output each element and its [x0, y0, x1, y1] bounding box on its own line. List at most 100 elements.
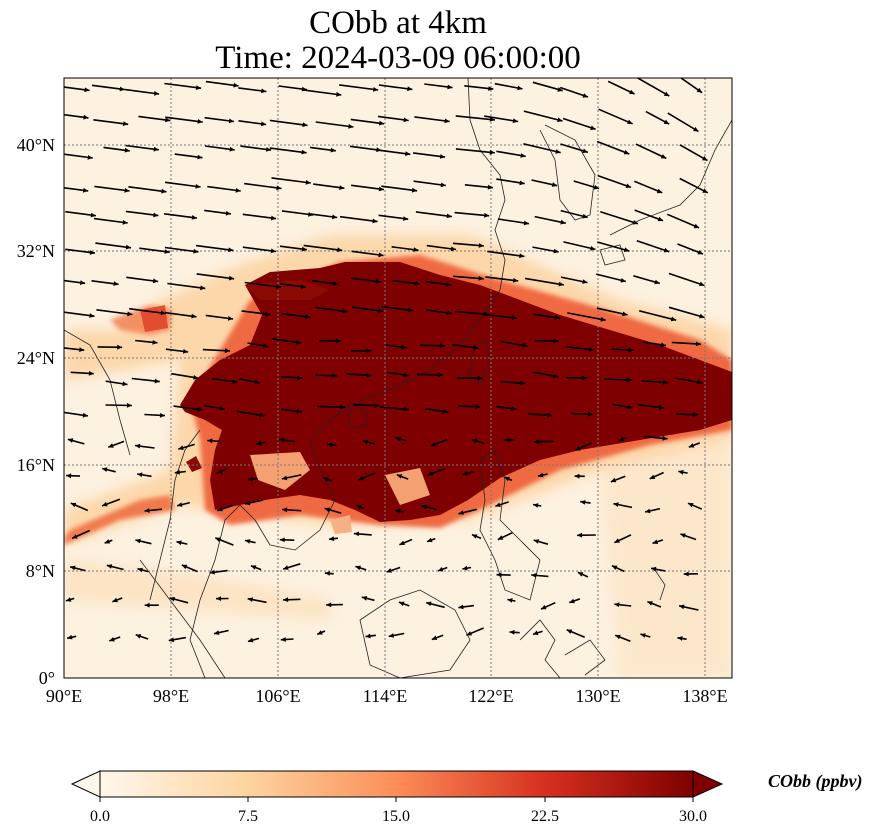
- wind-arrow-shaft: [637, 78, 670, 97]
- wind-arrow-shaft: [164, 82, 202, 89]
- wind-arrow-head: [106, 564, 113, 569]
- plume-gap: [385, 468, 430, 505]
- wind-arrow-head: [679, 604, 685, 610]
- wind-arrow-head: [692, 412, 698, 417]
- wind-arrow-head: [519, 180, 525, 186]
- wind-arrow-shaft: [452, 242, 484, 247]
- wind-arrow-head: [119, 86, 125, 92]
- colorbar: 0.0 7.5 15.0 22.5 30.0 CObb (ppbv): [70, 770, 862, 825]
- x-tick-label: 130°E: [575, 686, 620, 706]
- colorbar-tick-label: 15.0: [382, 808, 410, 825]
- wind-arrow-head: [125, 244, 131, 250]
- wind-arrow-head: [557, 117, 563, 123]
- wind-arrow-head: [534, 439, 540, 445]
- y-tick-label: 32°N: [17, 241, 55, 261]
- wind-arrow-shaft: [242, 246, 277, 253]
- wind-arrow-shaft: [207, 185, 241, 192]
- wind-arrow-head: [632, 220, 638, 225]
- wind-arrow-head: [82, 412, 88, 418]
- wind-arrow-head: [487, 184, 493, 190]
- wind-arrow-head: [256, 440, 262, 446]
- wind-arrow-head: [152, 278, 159, 284]
- wind-arrow-head: [407, 307, 413, 313]
- wind-arrow-head: [209, 569, 215, 575]
- wind-arrow-head: [193, 248, 199, 254]
- wind-arrow-head: [79, 347, 85, 352]
- wind-arrow-head: [663, 119, 670, 125]
- wind-arrow-head: [541, 604, 547, 610]
- wind-arrow-head: [270, 215, 277, 221]
- wind-arrow-head: [197, 119, 203, 124]
- wind-arrow-head: [488, 86, 494, 91]
- wind-arrow-head: [660, 154, 667, 159]
- wind-arrow-head: [332, 214, 338, 220]
- wind-arrow-head: [301, 246, 307, 252]
- wind-arrow-head: [233, 82, 239, 88]
- wind-arrow-head: [582, 148, 588, 154]
- wind-arrow-head: [89, 313, 95, 318]
- wind-arrow-head: [117, 344, 123, 350]
- wind-arrow-shaft: [668, 306, 705, 319]
- wind-arrow-head: [697, 250, 703, 255]
- wind-arrow-shaft: [351, 250, 384, 257]
- wind-arrow-shaft: [497, 218, 530, 225]
- wind-arrow-shaft: [380, 305, 414, 312]
- wind-arrow-head: [356, 505, 362, 510]
- wind-arrow-head: [553, 248, 559, 254]
- wind-arrow-head: [228, 118, 234, 124]
- wind-arrow-head: [652, 539, 658, 545]
- wind-arrow-head: [102, 467, 108, 472]
- wind-arrow-head: [458, 510, 464, 515]
- wind-arrow-head: [83, 114, 89, 120]
- wind-arrow-shaft: [596, 273, 627, 283]
- wind-arrow-head: [475, 404, 480, 409]
- wind-arrow-head: [580, 500, 586, 505]
- map-title-line2: Time: 2024-03-09 06:00:00: [215, 40, 581, 76]
- wind-arrow-head: [200, 285, 206, 291]
- wind-arrow-shaft: [125, 144, 159, 151]
- wind-arrow-shaft: [633, 180, 663, 194]
- wind-arrow-head: [262, 343, 269, 348]
- wind-arrow-shaft: [413, 180, 447, 187]
- wind-arrow-shaft: [167, 282, 206, 290]
- wind-arrow-head: [569, 598, 575, 604]
- wind-arrow-head: [195, 184, 201, 189]
- wind-arrow-shaft: [124, 88, 160, 95]
- wind-arrow-head: [688, 443, 695, 448]
- wind-arrow-shaft: [244, 281, 282, 288]
- y-tick-label: 8°N: [26, 561, 55, 581]
- wind-arrow-head: [538, 472, 544, 478]
- wind-arrow-shaft: [204, 145, 235, 151]
- x-tick-label: 106°E: [255, 686, 300, 706]
- wind-arrow-head: [660, 342, 666, 348]
- wind-arrow-head: [551, 182, 558, 187]
- wind-arrow-shaft: [139, 247, 170, 253]
- wind-arrow-head: [520, 153, 526, 158]
- wind-arrow-shaft: [91, 84, 125, 91]
- wind-arrow-head: [135, 634, 142, 639]
- wind-arrow-head: [622, 311, 628, 317]
- wind-arrow-head: [512, 277, 519, 283]
- wind-arrow-shaft: [95, 242, 132, 249]
- wind-arrow-shaft: [65, 210, 97, 217]
- map-frame: [63, 77, 733, 679]
- wind-arrow-head: [79, 280, 86, 285]
- wind-arrow-head: [324, 571, 331, 576]
- wind-arrow-head: [104, 539, 111, 544]
- wind-arrow-head: [154, 378, 160, 384]
- wind-arrow-shaft: [315, 306, 348, 313]
- wind-arrow-head: [558, 281, 564, 287]
- wind-arrow-head: [520, 380, 526, 386]
- wind-arrow-head: [444, 118, 450, 124]
- wind-arrow-head: [89, 250, 95, 255]
- wind-arrow-head: [623, 149, 630, 155]
- wind-arrow-head: [323, 477, 329, 482]
- wind-arrow-shaft: [378, 84, 413, 91]
- plume-gap: [330, 515, 352, 534]
- wind-arrow-head: [613, 502, 619, 507]
- wind-arrow-shaft: [562, 117, 596, 131]
- wind-arrow-head: [65, 597, 72, 602]
- wind-arrow-head: [511, 315, 518, 320]
- map-panel: [64, 78, 732, 678]
- wind-arrow-head: [124, 147, 130, 153]
